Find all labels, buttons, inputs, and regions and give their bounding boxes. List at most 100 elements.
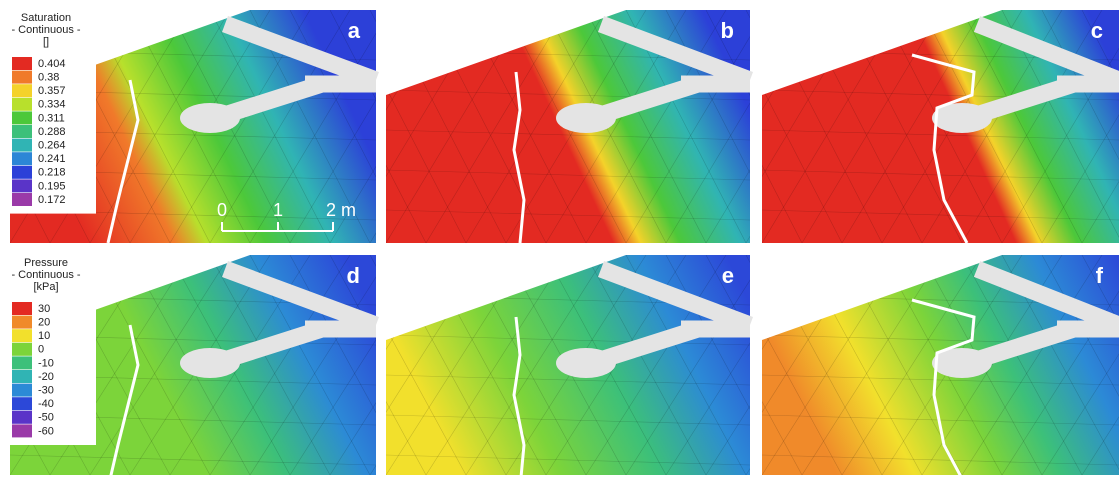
legend-title: Saturation [21, 12, 71, 24]
legend-swatch [12, 356, 32, 370]
legend-label: 30 [38, 303, 50, 315]
pipe [598, 16, 753, 88]
mesh-line [1081, 10, 1119, 243]
legend-label: -20 [38, 371, 54, 383]
mesh-line [425, 255, 567, 475]
mesh [762, 255, 1119, 475]
scale-bar: 0 1 2 m [217, 200, 356, 232]
scale-tick-label: 2 m [326, 200, 356, 220]
mesh-line [289, 10, 376, 243]
mesh-line [209, 255, 331, 475]
mesh-line [762, 255, 803, 475]
mesh-line [209, 10, 351, 243]
mesh-line [1041, 10, 1119, 243]
pipe [222, 261, 379, 333]
pipe-end [180, 348, 240, 378]
legend-label: 0.311 [38, 112, 65, 124]
pipe-end [556, 348, 616, 378]
mesh-line [89, 10, 231, 243]
legend-title: - Continuous - [11, 269, 80, 281]
legend-label: 0.172 [38, 194, 66, 206]
mesh-line [386, 169, 750, 181]
mesh-line [762, 334, 1119, 346]
legend-swatch [12, 138, 32, 152]
mesh-line [1041, 255, 1119, 475]
mesh-line [585, 255, 707, 475]
pipe-end [932, 103, 992, 133]
legend-swatch [12, 125, 32, 138]
mesh-line [705, 255, 750, 475]
mesh-line [762, 454, 1119, 466]
mesh-line [329, 10, 376, 243]
mesh-line [1041, 255, 1119, 475]
legend-swatch [12, 179, 32, 193]
mesh-line [209, 255, 351, 475]
mesh-line [801, 10, 943, 243]
mesh-line [961, 255, 1103, 475]
mesh-line [1081, 255, 1119, 475]
legend-swatch [12, 315, 32, 329]
mesh-line [585, 10, 707, 243]
legend-swatch [12, 97, 32, 111]
front-line [512, 71, 526, 244]
mesh-line [961, 10, 1083, 243]
pipe [222, 16, 379, 88]
mesh-line [386, 10, 427, 243]
mesh-line [762, 374, 1119, 386]
mesh-line [386, 209, 750, 221]
legend: Saturation- Continuous -[] 0.404 0.380.357… [0, 10, 96, 214]
legend-label: 0.38 [38, 72, 59, 84]
pipe [598, 261, 753, 333]
pipe [973, 261, 1119, 333]
mesh-line [705, 10, 750, 243]
legend-swatch [12, 84, 32, 98]
mesh-line [1081, 10, 1119, 243]
legend-label: 10 [38, 330, 50, 342]
mesh-line [585, 255, 727, 475]
legend-swatch [12, 424, 32, 438]
scale-tick-label: 1 [273, 200, 283, 220]
mesh-line [585, 10, 727, 243]
legend-swatch [12, 302, 32, 315]
mesh-line [386, 374, 750, 386]
front-line [911, 298, 976, 486]
legend-title: [kPa] [33, 281, 58, 293]
legend-label: -40 [38, 398, 54, 410]
mesh-line [10, 454, 376, 466]
mesh-line [625, 10, 750, 243]
legend-swatch [12, 342, 32, 356]
mesh-line [329, 10, 376, 243]
pipe-end [180, 103, 240, 133]
mesh-line [386, 454, 750, 466]
front-line [106, 79, 140, 244]
mesh-line [386, 334, 750, 346]
mesh-line [665, 10, 750, 243]
mesh-line [961, 10, 1103, 243]
panel-label: a [348, 18, 361, 43]
mesh-line [386, 89, 750, 101]
mesh-line [1081, 255, 1119, 475]
mesh-line [762, 10, 843, 243]
mesh-line [465, 255, 607, 475]
legend-swatch [12, 193, 32, 206]
legend-swatch [12, 70, 32, 84]
legend-label: 0.195 [38, 180, 66, 192]
panel-label: f [1096, 263, 1104, 288]
mesh-line [961, 255, 1083, 475]
front-line [911, 53, 976, 244]
scale-tick-label: 0 [217, 200, 227, 220]
mesh-line [289, 255, 376, 475]
legend-swatch [12, 111, 32, 125]
legend-swatch [12, 370, 32, 383]
pipe [973, 16, 1119, 88]
mesh-line [705, 255, 750, 475]
legend-label: 0.404 [38, 58, 66, 70]
mesh-line [329, 255, 376, 475]
front-line [512, 316, 526, 486]
mesh-line [386, 414, 750, 426]
mesh-line [705, 10, 750, 243]
panel-label: d [347, 263, 360, 288]
panel-label: e [722, 263, 734, 288]
